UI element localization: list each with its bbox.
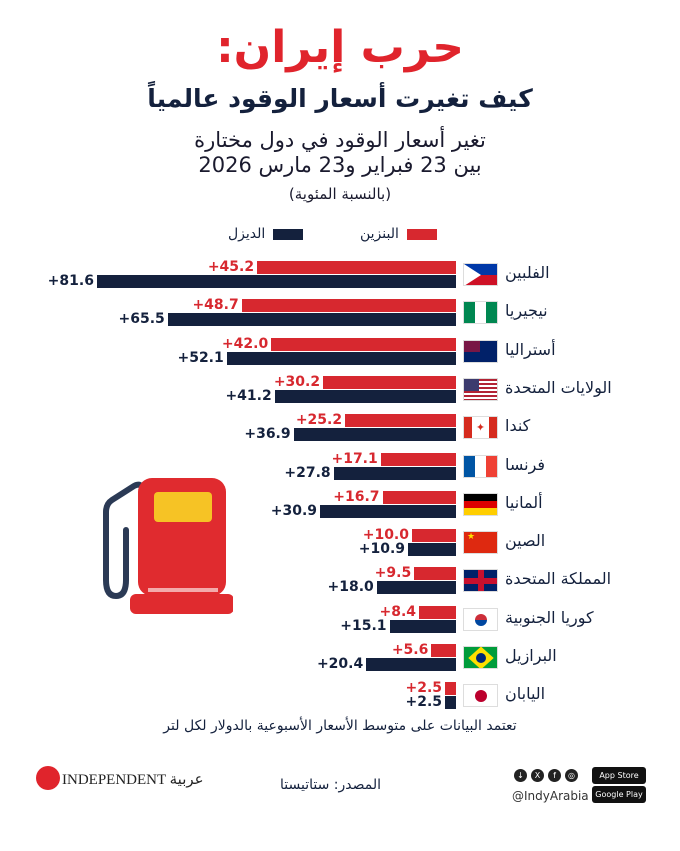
diesel-value-label: +2.5 [405,694,442,711]
petrol-bar [414,567,456,581]
petrol-bar [382,490,456,504]
diesel-value-label: +27.8 [284,464,331,481]
diesel-bar [167,313,456,327]
diesel-value-label: +65.5 [118,311,165,328]
petrol-bar [241,299,456,313]
petrol-bar [323,375,456,389]
x-icon[interactable]: X [531,769,544,782]
flag-ng-icon [463,301,498,325]
main-title: حرب إيران: [216,22,464,73]
flag-ca-icon: ✦ [463,416,498,440]
app-store-badge[interactable]: App Store [592,767,646,784]
source-label: المصدر: ستاتيستا [280,777,381,793]
fuel-pump-illustration [103,478,233,614]
diesel-value-label: +15.1 [340,617,387,634]
subtitle: كيف تغيرت أسعار الوقود عالمياً [147,84,533,113]
country-label: المملكة المتحدة [505,569,612,589]
petrol-value-label: +8.4 [379,603,417,620]
petrol-bar [257,261,456,274]
description-line-2: بين 23 فبراير و23 مارس 2026 [198,153,482,177]
diesel-value-label: +20.4 [316,656,364,672]
social-handle[interactable]: @IndyArabia [512,789,589,803]
petrol-bar [345,414,456,428]
flag-br-icon [463,646,498,669]
flag-au-icon [463,339,498,363]
flag-de-icon [463,492,498,516]
country-label: كوريا الجنوبية [505,607,594,627]
country-label: أستراليا [505,339,556,359]
legend-swatch-diesel [273,228,304,240]
diesel-bar [293,428,456,442]
petrol-value-label: +30.2 [273,373,321,390]
legend-swatch-petrol [406,228,437,240]
petrol-value-label: +17.1 [331,450,378,467]
diesel-value-label: +18.0 [327,579,374,596]
diesel-bar [408,543,456,557]
petrol-value-label: +5.6 [391,642,429,658]
flag-us-icon [463,377,498,401]
flag-ph-icon [463,263,498,286]
petrol-bar [412,529,456,543]
country-label: الولايات المتحدة [505,377,612,397]
petrol-value-label: +42.0 [221,335,269,352]
country-label: اليابان [505,684,546,704]
chart-description: تغير أسعار الوقود في دول مختارة بين 23 ف… [0,128,680,178]
flag-cn-icon: ★ [463,531,498,555]
diesel-bar [274,389,456,403]
flag-kr-icon [463,607,498,631]
download-icon[interactable]: ↓ [514,769,527,782]
independent-logo: INDEPENDENT عربية [62,772,204,788]
diesel-value-label: +41.2 [225,387,272,404]
facebook-icon[interactable]: f [548,769,561,782]
petrol-bar [419,605,456,619]
country-label: الصين [505,531,546,551]
diesel-value-label: +10.9 [358,541,406,558]
bar-chart: +45.2 +81.6 الفلبين +48.7 +65.5 نيجيريا +42.0 +… [47,259,612,711]
petrol-value-label: +45.2 [207,259,255,275]
independent-logo-icon [36,766,60,790]
flag-gb-icon [463,569,498,593]
diesel-bar [389,619,456,633]
flag-jp-icon [463,684,498,708]
instagram-icon[interactable]: ◎ [565,769,578,782]
description-line-1: تغير أسعار الوقود في دول مختارة [194,128,486,152]
diesel-bar [366,658,456,671]
legend-label-petrol: البنزين [360,226,399,242]
petrol-value-label: +25.2 [295,412,343,429]
petrol-bar [445,682,456,696]
petrol-value-label: +48.7 [192,297,239,314]
diesel-value-label: +36.9 [244,426,291,443]
petrol-bar [431,644,456,657]
diesel-bar [226,351,456,365]
country-label: نيجيريا [505,301,548,321]
country-label: ألمانيا [505,492,543,512]
country-label: فرنسا [505,454,546,474]
diesel-value-label: +52.1 [177,349,224,366]
diesel-bar [376,581,456,595]
data-note: تعتمد البيانات على متوسط الأسعار الأسبوع… [163,718,517,734]
diesel-value-label: +81.6 [47,273,94,289]
unit-label: (بالنسبة المئوية) [288,185,392,203]
diesel-bar [445,696,456,710]
petrol-value-label: +16.7 [333,488,380,505]
legend-diesel: الديزل [228,226,304,242]
diesel-bar [320,504,456,518]
petrol-bar [380,452,456,466]
country-label: كندا [505,416,531,436]
petrol-value-label: +10.0 [362,527,409,544]
country-label: الفلبين [505,263,550,282]
diesel-bar [333,466,456,480]
country-label: البرازيل [505,646,557,665]
diesel-bar [96,275,456,288]
petrol-value-label: +2.5 [405,680,442,697]
petrol-bar [271,337,456,351]
flag-fr-icon [463,454,498,478]
google-play-badge[interactable]: Google Play [592,786,646,803]
legend-label-diesel: الديزل [228,226,266,242]
diesel-value-label: +30.9 [270,502,318,519]
petrol-value-label: +9.5 [374,565,412,582]
legend-petrol: البنزين [360,226,437,242]
